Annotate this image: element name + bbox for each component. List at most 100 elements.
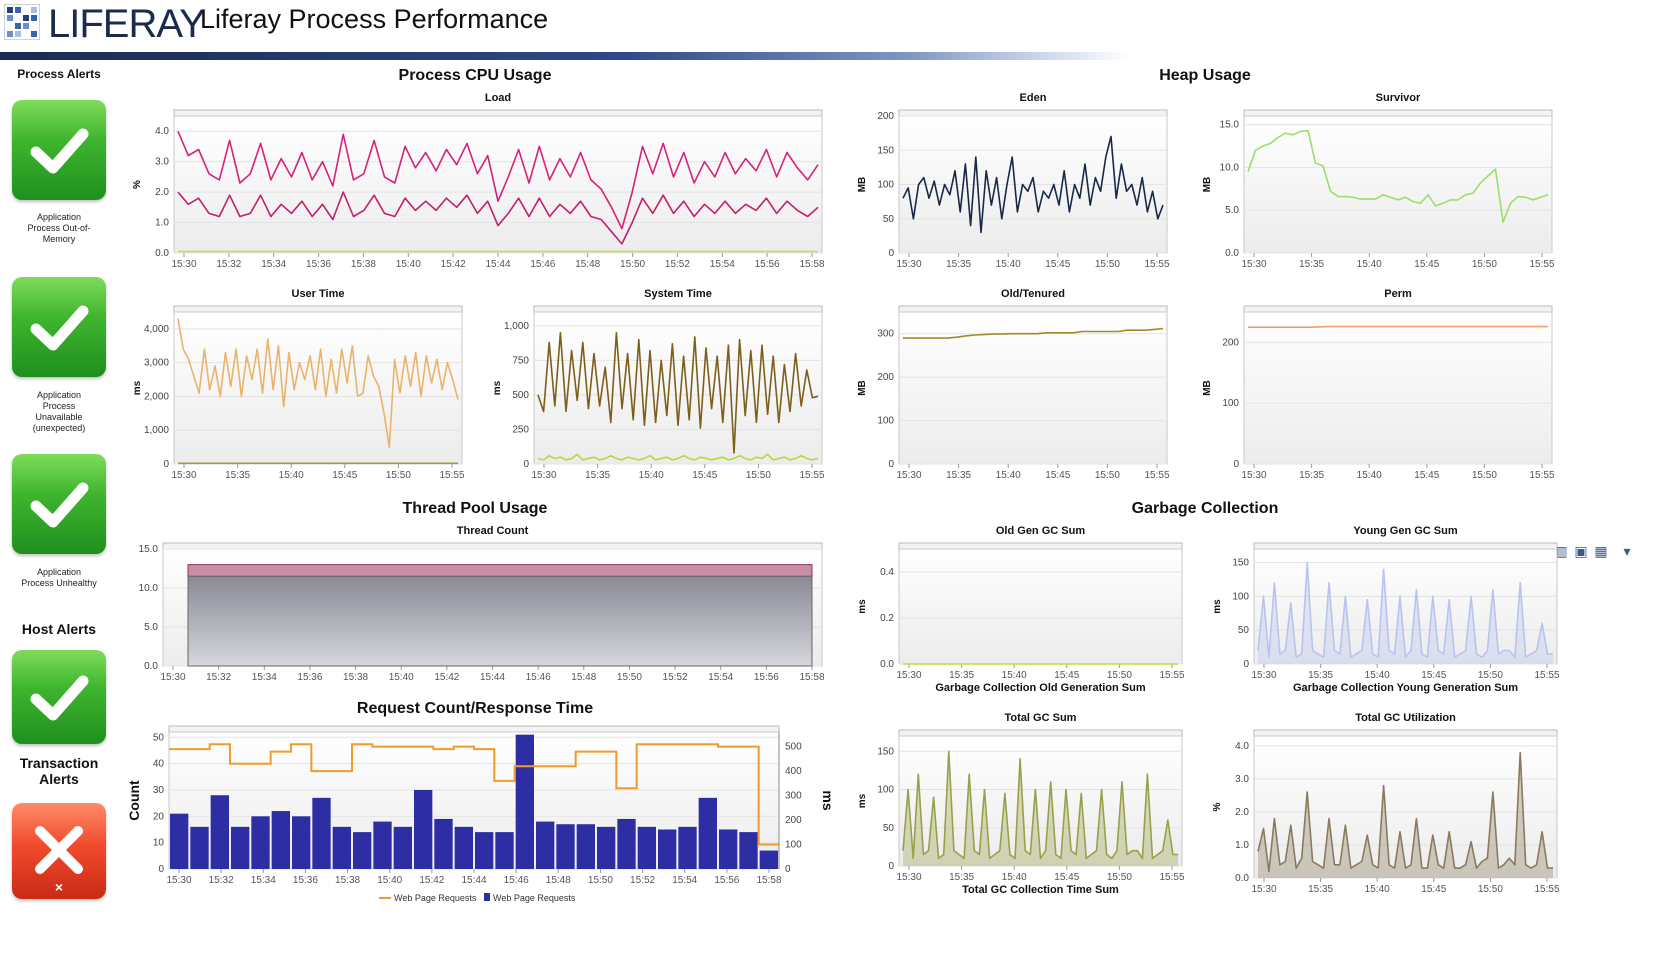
y-axis-title: ms — [1212, 599, 1223, 614]
request-bar — [332, 826, 351, 869]
chart-gc-total-sum[interactable]: Total GC Sum 0 50 100 150 ms 15:30 15:35 15:40 15… — [855, 710, 1190, 900]
chart-heap-old-tenured[interactable]: Old/Tenured 0 100 200 300 MB 15:30 15:35 15:40 15… — [855, 286, 1175, 486]
chart-cpu-system-time[interactable]: System Time 0 250 500 750 1,000 ms 15:30 15:35 15… — [490, 286, 830, 486]
request-bar — [475, 832, 494, 869]
y-tick-label: 200 — [877, 111, 894, 122]
chart-title: Old/Tenured — [1001, 288, 1065, 300]
chart-heap-perm[interactable]: Perm 0 100 200 MB 15:30 15:35 15:40 15:45 15:50 15… — [1200, 286, 1560, 486]
x-tick-label: 15:54 — [708, 672, 733, 683]
y-tick-label: 0 — [523, 459, 529, 470]
x-tick-label: 15:30 — [166, 875, 191, 886]
request-bar — [597, 826, 616, 869]
section-title-gc: Garbage Collection — [1131, 500, 1279, 517]
x-tick-label: 15:56 — [754, 672, 779, 683]
x-tick-label: 15:55 — [439, 470, 464, 481]
alert-tile-unhealthy[interactable] — [12, 454, 106, 554]
y2-tick-label: 200 — [785, 815, 802, 826]
y-tick-label: 150 — [877, 145, 894, 156]
x-tick-label: 15:56 — [755, 259, 780, 270]
request-bar — [190, 826, 209, 869]
series-line — [537, 331, 819, 454]
chart-svg: Load 0.0 1.0 2.0 3.0 4.0% 15:30 15:32 15:34 15:36… — [132, 92, 825, 270]
y-tick-label: 1,000 — [504, 321, 529, 332]
x-tick-label: 15:48 — [546, 875, 571, 886]
chart-request-count[interactable]: 0 10 20 30 40 50 Count 15:30 15:32 15:34 15:36 15:3… — [125, 722, 836, 907]
check-icon — [30, 305, 89, 351]
y-tick-label: 200 — [1222, 337, 1239, 348]
plot-area — [1243, 311, 1553, 465]
request-bar — [231, 826, 250, 869]
section-title-cpu: Process CPU Usage — [398, 67, 552, 84]
chart-thread-count[interactable]: Thread Count 0.0 5.0 10.0 15.0 15:30 15:32 15:3… — [125, 523, 830, 688]
chart-cpu-load[interactable]: Load 0.0 1.0 2.0 3.0 4.0% 15:30 15:32 15:34 15:36… — [130, 90, 830, 275]
x-tick-label: 15:35 — [949, 670, 974, 681]
y-tick-label: 250 — [512, 424, 529, 435]
y-axis-title: MB — [1202, 177, 1213, 193]
y-tick-label: 3.0 — [155, 157, 169, 168]
x-tick-label: 15:40 — [1002, 872, 1027, 883]
grid-icon[interactable]: ▦ — [1594, 543, 1608, 559]
x-tick-label: 15:45 — [1054, 872, 1079, 883]
x-tick-label: 15:40 — [1357, 259, 1382, 270]
x-tick-label: 15:55 — [1529, 259, 1554, 270]
chart-svg: Old/Tenured 0 100 200 300 MB 15:30 15:35 15:40 15… — [857, 288, 1170, 481]
x-tick-label: 15:48 — [575, 259, 600, 270]
chart-gc-old-gen[interactable]: Old Gen GC Sum 0.0 0.2 0.4 ms 15:30 15:35 15:40… — [855, 523, 1190, 698]
y-tick-label: 0.0 — [155, 248, 169, 259]
chart-range-strip — [1253, 542, 1558, 550]
request-bar — [637, 826, 656, 869]
chart-title: Survivor — [1376, 92, 1421, 104]
chart-heap-survivor[interactable]: Survivor 0.0 5.0 10.0 15.0 MB 15:30 15:35 15:40 1… — [1200, 90, 1560, 275]
y-tick-label: 500 — [512, 390, 529, 401]
x-tick-label: 15:50 — [588, 875, 613, 886]
request-bar — [292, 816, 311, 869]
chart-range-strip — [898, 305, 1168, 313]
y-tick-label: 10 — [153, 838, 165, 849]
request-bar — [414, 789, 433, 869]
chart-cpu-user-time[interactable]: User Time 0 1,000 2,000 3,000 4,000 ms 15:30 15:… — [130, 286, 470, 486]
x-tick-label: 15:35 — [1308, 884, 1333, 895]
menu-icon[interactable]: ▾ — [1623, 543, 1631, 559]
chart-heap-eden[interactable]: Eden 0 50 100 150 200 MB 15:30 15:35 15:40 15:45 15… — [855, 90, 1175, 275]
chart-gc-utilization[interactable]: Total GC Utilization 0.0 1.0 2.0 3.0 4.0% 15:3… — [1210, 710, 1565, 900]
chart-gc-young-gen[interactable]: Young Gen GC Sum 0 50 100 150 ms 15:30 15:35 15:… — [1210, 523, 1565, 698]
response-time-line — [169, 743, 779, 846]
alert-tile-transaction[interactable]: × — [12, 803, 106, 899]
x-tick-label: 15:58 — [799, 259, 824, 270]
x-tick-label: 15:40 — [377, 875, 402, 886]
y-tick-label: 30 — [153, 785, 165, 796]
section-title-heap: Heap Usage — [1159, 67, 1251, 84]
bar-chart-icon[interactable]: ▥ — [1554, 543, 1568, 559]
alert-tile-host[interactable] — [12, 650, 106, 744]
y-tick-label: 5.0 — [1225, 205, 1239, 216]
y-axis-title: MB — [857, 380, 868, 396]
legend-label: Web Page Requests — [493, 893, 576, 903]
plot-area — [533, 311, 823, 465]
x-tick-label: 15:30 — [171, 259, 196, 270]
chart-svg: Perm 0 100 200 MB 15:30 15:35 15:40 15:45 15:50 15… — [1202, 288, 1555, 481]
y-axis-title: ms — [857, 793, 868, 808]
y2-tick-label: 0 — [785, 864, 791, 875]
alert-tile-out-of-memory[interactable] — [12, 100, 106, 200]
x-tick-label: 15:50 — [1095, 259, 1120, 270]
chart-svg: Survivor 0.0 5.0 10.0 15.0 MB 15:30 15:35 15:40 1… — [1202, 92, 1555, 270]
alert-label-unavailable: Application Process Unavailable (unexpec… — [32, 390, 86, 433]
chart-svg: Total GC Utilization 0.0 1.0 2.0 3.0 4.0% 15:3… — [1212, 712, 1560, 895]
chart-title: Total GC Utilization — [1355, 712, 1456, 724]
app-header: LIFERAY Liferay Process Performance — [0, 0, 1666, 52]
x-tick-label: 15:55 — [1534, 670, 1559, 681]
request-bar — [434, 818, 453, 869]
x-tick-label: 15:45 — [1414, 259, 1439, 270]
alert-tile-unavailable[interactable] — [12, 277, 106, 377]
chart-title: System Time — [644, 288, 712, 300]
y-tick-label: 150 — [1232, 558, 1249, 569]
check-icon — [30, 128, 89, 174]
image-icon[interactable]: ▣ — [1574, 543, 1588, 559]
x-tick-label: 15:30 — [1251, 670, 1276, 681]
request-bar — [536, 821, 555, 869]
request-bar — [454, 826, 473, 869]
y-tick-label: 5.0 — [144, 622, 158, 633]
x-icon — [35, 826, 83, 874]
x-tick-label: 15:36 — [306, 259, 331, 270]
y-tick-label: 0 — [888, 459, 894, 470]
